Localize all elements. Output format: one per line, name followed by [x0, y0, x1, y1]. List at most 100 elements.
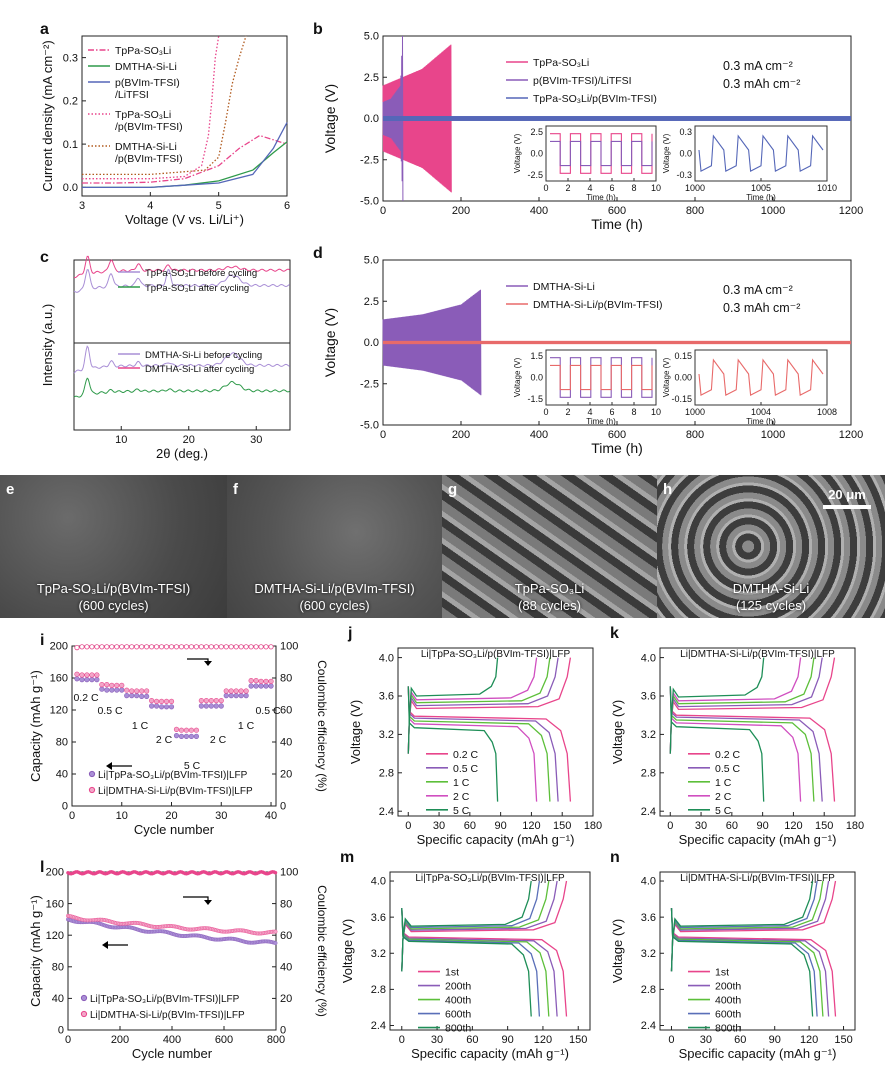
y-tick-label: -2.5: [360, 378, 379, 390]
sem-cycles: (600 cycles): [78, 598, 149, 613]
y-tick-label: 2.5: [364, 72, 379, 84]
inset-x-tick-label: 1004: [751, 407, 771, 417]
x-tick-label: 0: [668, 1034, 674, 1046]
ce-point: [84, 644, 90, 650]
legend-label: /LiTFSI: [115, 89, 149, 101]
ce-point: [94, 644, 100, 650]
legend-label: Li|TpPa-SO₃Li/p(BVIm-TFSI)|LFP: [98, 770, 248, 781]
x-tick-label: 800: [267, 1034, 285, 1046]
y-tick-label: 2.4: [641, 1020, 656, 1032]
capacity-point: [188, 733, 195, 740]
capacity-point: [84, 676, 90, 683]
ce-point: [183, 644, 190, 650]
capacity-point: [223, 692, 229, 699]
capacity-point: [124, 692, 130, 699]
plot-frame: [67, 871, 277, 1031]
x-tick-label: 200: [111, 1034, 129, 1046]
legend-label: 0.5 C: [453, 763, 479, 775]
capacity-point: [228, 688, 234, 694]
x-tick-label: 4: [147, 200, 153, 212]
sem-image-g: g TpPa-SO₃Li (88 cycles): [442, 475, 657, 618]
annotation: 0.3 mAh cm⁻²: [723, 301, 800, 315]
ce-point: [238, 644, 244, 650]
legend-label: DMTHA-Si-Li/p(BVIm-TFSI): [533, 299, 663, 311]
discharge-curve: [401, 908, 532, 1017]
capacity-point: [273, 929, 278, 934]
ce-point: [253, 644, 259, 650]
y-tick-label: 3.2: [641, 948, 656, 960]
rate-label: 5 C: [184, 760, 201, 772]
ce-point: [193, 644, 199, 650]
plot-frame: [397, 647, 594, 817]
rate-label: 1 C: [132, 720, 149, 732]
panel-letter: n: [610, 849, 620, 866]
y-axis-label: Voltage (V): [322, 308, 338, 377]
x-tick-label: 30: [215, 810, 227, 822]
x-tick-label: 3: [79, 200, 85, 212]
sem-image-f: f DMTHA-Si-Li/p(BVIm-TFSI) (600 cycles): [227, 475, 442, 618]
panel-letter: e: [6, 481, 15, 498]
series-line: [82, 141, 288, 189]
rate-label: 0.2 C: [73, 692, 99, 704]
y-tick-label: 3.2: [371, 948, 386, 960]
capacity-point: [104, 681, 110, 688]
panel-a: 3 4 5 6 0.0 0.1 0.2 0.3 Voltage (V vs. Li/Li⁺) Cu…: [40, 21, 290, 227]
legend-label: 1st: [715, 967, 729, 979]
y2-tick-label: 20: [280, 993, 292, 1005]
panel-letter: i: [40, 632, 44, 649]
y-tick-label: -5.0: [360, 196, 379, 208]
capacity-point: [109, 682, 115, 689]
panel-l: 0 200 400 600 80004080120160200020406080100C…: [28, 859, 329, 1061]
y-tick-label: 0.1: [63, 139, 78, 151]
scale-bar-line: [823, 505, 871, 509]
left-arrow-head-icon: [102, 941, 108, 949]
legend-label: 0.2 C: [715, 749, 741, 761]
capacity-point: [144, 693, 150, 700]
panel-j: 0 30 60 90 120 150 180 2.4 2.8 3.2 3.6 4.0 Specific …: [347, 625, 602, 847]
capacity-point: [79, 672, 85, 678]
panel-letter: l: [40, 859, 44, 876]
ce-point: [139, 644, 145, 650]
rate-label: 0.5 C: [97, 705, 123, 717]
capacity-point: [163, 698, 170, 705]
capacity-point: [168, 698, 175, 705]
y-axis-label: Voltage (V): [340, 919, 355, 983]
inset-y-tick-label: 0.3: [679, 127, 692, 137]
x-tick-label: 0: [69, 810, 75, 822]
capacity-point: [94, 672, 100, 678]
x-tick-label: 800: [686, 429, 704, 441]
ce-point: [89, 644, 95, 650]
y-tick-label: 80: [56, 737, 68, 749]
xrd-trace: [73, 377, 290, 398]
capacity-point: [198, 697, 204, 704]
y-tick-label: 3.2: [641, 729, 656, 741]
ce-point: [149, 644, 155, 650]
x-tick-label: 0: [65, 1034, 71, 1046]
capacity-point: [233, 688, 239, 694]
ce-point: [79, 644, 85, 650]
capacity-point: [183, 733, 190, 740]
y-tick-label: 0.0: [364, 113, 379, 125]
x-axis-label: Cycle number: [134, 822, 215, 837]
y-axis-label: Capacity (mAh g⁻¹): [28, 670, 43, 782]
legend-label: 5 C: [453, 805, 470, 817]
sem-caption: TpPa-SO₃Li/p(BVIm-TFSI): [36, 581, 191, 596]
legend-label: /p(BVIm-TFSI): [115, 121, 183, 133]
series-line: [82, 35, 220, 180]
inset-y-label: Voltage (V): [662, 133, 671, 173]
x-tick-label: 150: [834, 1034, 852, 1046]
capacity-point: [149, 703, 155, 709]
x-axis-label: Time (h): [591, 440, 643, 456]
plot-frame: [73, 259, 291, 431]
legend-label: DMTHA-Si-Li after cycling: [145, 364, 254, 375]
ce-point: [228, 644, 234, 650]
ce-point: [168, 644, 175, 650]
y-tick-label: 2.5: [364, 296, 379, 308]
x-tick-label: 90: [495, 820, 507, 832]
ce-point: [203, 644, 209, 650]
legend-label: TpPa-SO₃Li: [533, 57, 589, 69]
y-tick-label: 40: [52, 993, 64, 1005]
x-tick-label: 60: [466, 1034, 478, 1046]
x-tick-label: 30: [433, 820, 445, 832]
inset-x-tick-label: 2: [565, 183, 570, 193]
